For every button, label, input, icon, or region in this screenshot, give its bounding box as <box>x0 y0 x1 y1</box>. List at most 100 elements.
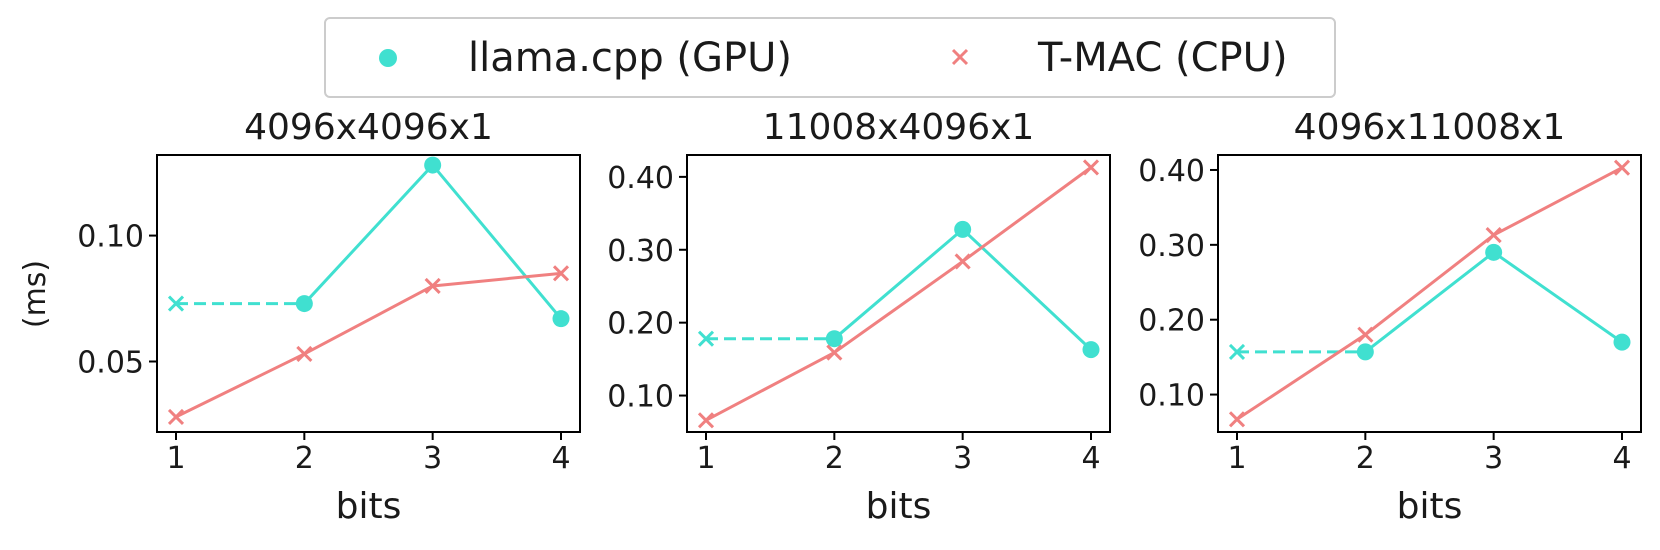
line-segment <box>961 166 1092 263</box>
y-tick-label: 0.30 <box>607 234 674 269</box>
x-axis-label: bits <box>336 486 402 527</box>
data-point-x-marker <box>167 408 185 425</box>
y-tick-label: 0.20 <box>1138 304 1205 339</box>
plot-frame <box>156 154 581 433</box>
x-marker-stroke <box>552 265 570 282</box>
legend-frame <box>324 17 1336 98</box>
x-marker-stroke <box>167 295 185 312</box>
x-tick-label: 1 <box>696 441 715 476</box>
x-tick-label: 3 <box>953 441 972 476</box>
data-point-x-marker <box>697 330 715 347</box>
data-point-circle <box>1613 333 1631 351</box>
data-point-x-marker <box>296 345 313 362</box>
y-tick-label: 0.05 <box>77 345 144 380</box>
line-segment <box>833 228 964 340</box>
series-llama-cpp-gpu <box>1228 243 1631 361</box>
line-segment <box>1236 333 1367 421</box>
x-tick-label: 1 <box>1227 441 1246 476</box>
line-segment <box>432 271 562 288</box>
x-tick-label: 3 <box>1484 441 1503 476</box>
y-tick-label: 0.10 <box>607 380 674 415</box>
data-point-x-marker <box>1228 411 1246 428</box>
line-segment <box>1364 251 1495 354</box>
data-point-x-marker <box>826 344 843 361</box>
x-marker-stroke <box>697 412 715 429</box>
x-tick-label: 2 <box>1356 441 1375 476</box>
data-point-x-marker <box>1082 159 1100 176</box>
x-marker-stroke <box>954 253 971 270</box>
data-point-circle <box>825 330 843 348</box>
line-segment <box>1492 251 1623 344</box>
line-segment <box>961 228 1093 351</box>
legend: llama.cpp (GPU) T-MAC (CPU) <box>324 17 1336 98</box>
x-axis-label: bits <box>866 486 932 527</box>
data-point-circle <box>954 220 972 238</box>
plot-frame <box>1217 154 1642 433</box>
series-llama-cpp-gpu <box>167 156 570 328</box>
line-segment <box>705 351 836 422</box>
data-point-circle <box>1485 243 1503 261</box>
x-marker-stroke <box>296 345 313 362</box>
x-tick-label: 2 <box>825 441 844 476</box>
data-point-circle <box>1356 343 1374 361</box>
data-point-x-marker <box>1485 227 1502 244</box>
y-axis-label: (ms) <box>18 260 53 328</box>
x-marker-stroke <box>1613 159 1631 176</box>
data-point-circle <box>295 295 313 313</box>
y-tick-label: 0.30 <box>1138 229 1205 264</box>
x-tick-label: 2 <box>295 441 314 476</box>
series-t-mac-cpu <box>1228 159 1631 428</box>
line-segment <box>1492 166 1623 237</box>
line-segment <box>833 260 964 354</box>
data-point-circle <box>424 156 442 174</box>
line-segment <box>175 352 305 419</box>
data-point-circle <box>552 310 570 328</box>
x-marker-stroke <box>424 277 441 295</box>
data-point-x-marker <box>1613 159 1631 176</box>
subplot-title: 11008x4096x1 <box>763 107 1035 148</box>
data-point-x-marker <box>697 412 715 429</box>
data-point-x-marker <box>552 265 570 282</box>
y-tick-label: 0.40 <box>1138 154 1205 189</box>
subplot-title: 4096x11008x1 <box>1294 107 1566 148</box>
y-tick-label: 0.40 <box>607 161 674 196</box>
data-point-x-marker <box>1228 343 1246 360</box>
x-marker-stroke <box>1228 343 1246 360</box>
data-point-x-marker <box>1357 326 1374 343</box>
data-point-x-marker <box>954 253 971 270</box>
series-t-mac-cpu <box>167 265 570 425</box>
subplot-4096x4096x1: 4096x4096x1 1 2 3 4 bits 0.05 0.10 <box>77 107 581 527</box>
x-tick-label: 1 <box>166 441 185 476</box>
x-tick-label: 4 <box>551 441 570 476</box>
x-marker-stroke <box>1228 411 1246 428</box>
legend-circle-marker <box>379 49 397 67</box>
subplot-11008x4096x1: 11008x4096x1 1 2 3 4 bits 0.10 0.20 0.30 0.40 <box>607 107 1111 527</box>
y-tick-label: 0.20 <box>607 307 674 342</box>
line-segment <box>431 164 563 320</box>
legend-item-tmac: T-MAC (CPU) <box>951 35 1288 81</box>
series-t-mac-cpu <box>697 159 1100 429</box>
line-segment <box>303 164 434 305</box>
x-marker-stroke <box>167 408 185 425</box>
subplot-4096x11008x1: 4096x11008x1 1 2 3 4 bits 0.10 0.20 0.30 0.40 <box>1138 107 1642 527</box>
x-tick-label: 4 <box>1081 441 1100 476</box>
legend-label-tmac: T-MAC (CPU) <box>1037 35 1288 81</box>
subplot-title: 4096x4096x1 <box>244 107 493 148</box>
x-marker-stroke <box>1082 159 1100 176</box>
y-tick-label: 0.10 <box>77 220 144 255</box>
legend-x-marker <box>951 48 969 66</box>
line-segment <box>303 284 434 356</box>
x-axis-label: bits <box>1397 486 1463 527</box>
series-llama-cpp-gpu <box>697 220 1100 359</box>
legend-label-llama: llama.cpp (GPU) <box>468 35 792 81</box>
x-marker-stroke <box>1357 326 1374 343</box>
data-point-circle <box>1082 341 1100 359</box>
x-marker-stroke <box>826 344 843 361</box>
line-segment <box>1364 233 1495 336</box>
data-point-x-marker <box>167 295 185 312</box>
x-tick-label: 4 <box>1612 441 1631 476</box>
legend-item-llama: llama.cpp (GPU) <box>379 35 792 81</box>
plot-frame <box>686 154 1111 433</box>
x-tick-label: 3 <box>423 441 442 476</box>
